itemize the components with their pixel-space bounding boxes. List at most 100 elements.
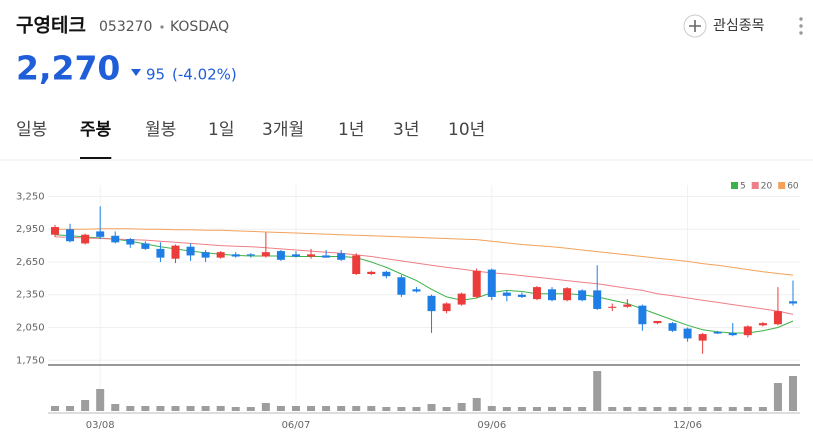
volume-bar xyxy=(668,407,677,411)
period-tab[interactable]: 10년 xyxy=(448,120,485,140)
candle-body xyxy=(548,289,557,301)
candle-body xyxy=(713,331,722,334)
volume-bar xyxy=(623,407,632,411)
watch-label[interactable]: 관심종목 xyxy=(713,18,765,34)
candle-body xyxy=(352,255,361,274)
x-tick-label: 03/08 xyxy=(86,420,115,431)
candle-body xyxy=(457,293,466,305)
candle-body xyxy=(758,323,767,326)
candle-body xyxy=(442,303,451,312)
period-tab[interactable]: 3개월 xyxy=(262,120,304,140)
volume-bar xyxy=(51,406,59,411)
period-tab[interactable]: 1일 xyxy=(208,120,234,140)
candle-body xyxy=(653,320,662,324)
volume-bar xyxy=(683,407,692,411)
period-tab[interactable]: 1년 xyxy=(338,120,364,140)
volume-bar xyxy=(337,406,346,411)
candle-body xyxy=(201,252,210,258)
volume-bar xyxy=(307,406,316,411)
candle-body xyxy=(412,289,421,292)
volume-bar xyxy=(412,407,421,411)
volume-bar xyxy=(126,406,135,411)
volume-bar xyxy=(608,407,617,411)
candle-body xyxy=(773,311,782,325)
price-change-pct: (-4.02%) xyxy=(172,66,237,84)
y-tick-label: 1,750 xyxy=(16,355,45,366)
volume-bar xyxy=(698,407,707,411)
dot xyxy=(799,31,803,35)
candle-body xyxy=(246,254,255,256)
candle-body xyxy=(532,287,541,300)
period-tab[interactable]: 일봉 xyxy=(16,120,47,140)
active-tab-underline xyxy=(80,157,112,159)
candle-body xyxy=(216,252,225,258)
volume-bar xyxy=(593,371,602,411)
y-tick-label: 2,950 xyxy=(16,224,45,235)
volume-bar xyxy=(141,406,150,411)
volume-bar xyxy=(502,407,511,411)
volume-bar xyxy=(201,406,210,411)
candle-body xyxy=(397,277,406,295)
volume-bar xyxy=(427,404,436,411)
stock-code: 053270 xyxy=(99,19,152,35)
volume-bar xyxy=(276,406,285,411)
chart: 3,250 2,950 2,650 2,350 2,050 1,750 03/08 06/07… xyxy=(16,182,800,431)
volume-bar xyxy=(517,407,526,411)
candle-body xyxy=(487,269,496,297)
volume-bar xyxy=(216,406,225,411)
candle-body xyxy=(382,271,391,277)
period-tab[interactable]: 주봉 xyxy=(80,120,112,140)
separator-dot xyxy=(160,25,164,29)
volume-bar xyxy=(442,407,451,411)
legend-swatch xyxy=(778,182,786,189)
candle-body xyxy=(638,305,647,325)
volume-bar xyxy=(397,407,406,411)
moving-average-line xyxy=(54,234,794,334)
watch-button[interactable]: 관심종목 xyxy=(683,14,765,38)
period-tabs: 일봉 주봉 월봉 1일 3개월 1년 3년 10년 xyxy=(16,120,485,159)
candle-body xyxy=(96,231,105,237)
volume-bar xyxy=(382,407,391,411)
volume-bar xyxy=(66,406,75,411)
plus-icon xyxy=(689,20,701,32)
candle-body xyxy=(517,294,526,297)
period-tab[interactable]: 월봉 xyxy=(145,120,176,140)
candle-body xyxy=(743,326,752,336)
candle-body xyxy=(608,306,617,308)
period-tab[interactable]: 3년 xyxy=(393,120,419,140)
candle-body xyxy=(472,270,481,297)
volume-bar xyxy=(231,407,240,411)
volume-bar xyxy=(156,406,165,411)
volume-bar xyxy=(367,406,376,411)
candle-body xyxy=(698,334,707,341)
volume-bar xyxy=(548,407,557,411)
candle-body xyxy=(51,227,59,235)
candle-body xyxy=(502,292,511,296)
candle-body xyxy=(322,255,331,258)
candle-body xyxy=(623,304,632,307)
x-tick-label: 09/06 xyxy=(477,420,506,431)
legend-swatch xyxy=(731,182,738,189)
candle-body xyxy=(427,295,436,312)
candle-body xyxy=(231,254,240,257)
volume-bar xyxy=(789,376,797,411)
candle-body xyxy=(578,290,587,301)
candle-body xyxy=(337,253,346,260)
volume-bar xyxy=(186,406,195,411)
dot xyxy=(799,24,803,28)
candle-body xyxy=(261,252,270,257)
volume-bar xyxy=(532,407,541,411)
candle-body xyxy=(171,245,180,259)
candle-body xyxy=(81,234,90,244)
volume-bar xyxy=(291,406,300,411)
candle-body xyxy=(186,246,195,256)
legend-swatch xyxy=(751,182,759,189)
volume-bar xyxy=(743,407,752,411)
candle-body xyxy=(126,239,135,245)
legend-label: 5 xyxy=(740,182,746,192)
candle-body xyxy=(668,323,677,331)
volume-bar xyxy=(352,406,361,411)
more-menu[interactable] xyxy=(799,17,803,35)
volume-bar xyxy=(96,389,105,411)
candle-body xyxy=(789,301,797,304)
